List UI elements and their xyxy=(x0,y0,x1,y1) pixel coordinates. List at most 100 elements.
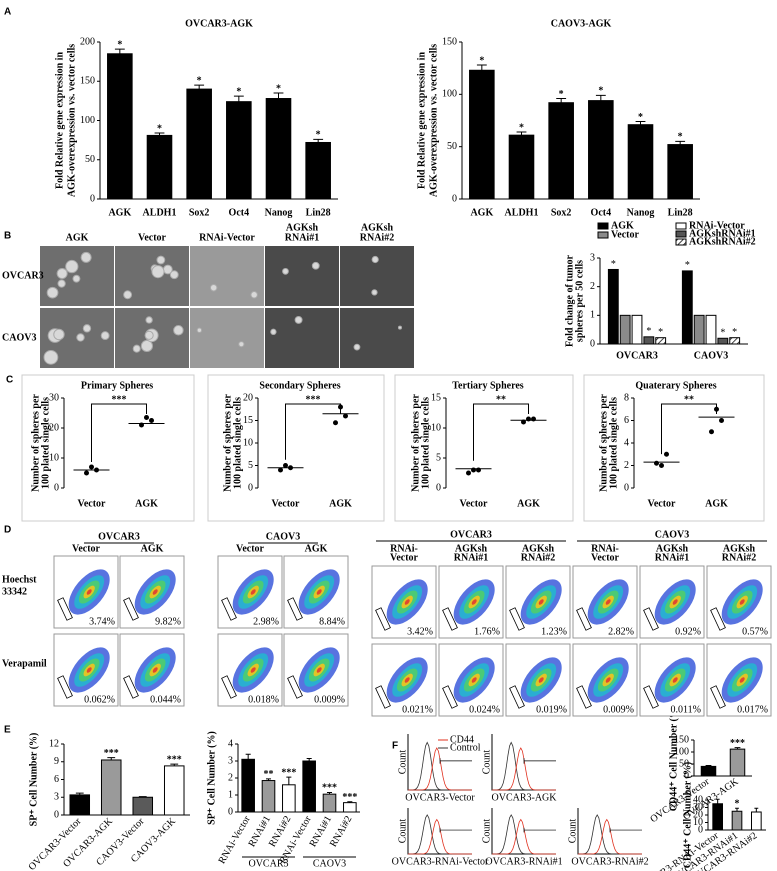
y-tick-label: 150 xyxy=(80,76,95,87)
x-tick-label: AGK xyxy=(517,498,540,509)
y-axis-label: Fold Relative gene expression in xyxy=(416,52,427,189)
y-tick-label: 0 xyxy=(90,193,95,204)
column-label: AGK xyxy=(141,543,164,554)
y-tick-label: 0 xyxy=(698,824,703,835)
data-point xyxy=(84,470,89,476)
gate-percentage: 2.82% xyxy=(608,626,634,637)
significance: *** xyxy=(167,754,182,765)
bar xyxy=(508,134,535,200)
y-axis-label: Count xyxy=(567,819,578,844)
column-label: AGKsh xyxy=(286,222,319,233)
flow-density xyxy=(739,677,745,683)
y-tick-label: 30 xyxy=(693,802,703,813)
gate-line xyxy=(609,827,642,833)
sphere xyxy=(57,279,66,288)
gate-percentage: 0.018% xyxy=(248,694,279,705)
y-tick-label: 5 xyxy=(436,452,441,463)
error-bar xyxy=(286,776,292,785)
data-point xyxy=(664,451,669,457)
y-tick-label: 9 xyxy=(54,756,59,767)
significance: * xyxy=(316,130,321,141)
gate-line xyxy=(523,758,556,764)
y-tick-label: 50 xyxy=(447,141,457,152)
bar xyxy=(107,53,133,200)
sphere xyxy=(76,333,85,342)
bar xyxy=(731,810,743,831)
error-bar xyxy=(595,94,606,101)
y-tick-label: 0 xyxy=(54,809,59,820)
y-tick-label: 3 xyxy=(590,252,595,263)
panel-label: F xyxy=(392,741,398,752)
gate-percentage: 0.009% xyxy=(603,704,634,715)
gate xyxy=(287,675,303,699)
y-tick-label: 0 xyxy=(436,482,441,493)
legend-swatch xyxy=(597,231,609,239)
y-axis-label: CD44⁺ Cell Number (%) xyxy=(668,705,679,811)
significance: * xyxy=(611,259,616,270)
cd44-curve xyxy=(408,818,472,855)
column-label: Vector xyxy=(390,552,419,563)
bar xyxy=(667,144,693,200)
significance: * xyxy=(678,132,683,143)
data-point xyxy=(659,463,664,468)
x-tick-label: Vector xyxy=(460,498,489,509)
significance-bracket xyxy=(473,403,529,461)
gate-percentage: 9.82% xyxy=(155,616,181,627)
y-tick-label: 3 xyxy=(228,755,233,766)
y-axis-label: 100 plated single cells xyxy=(420,397,431,489)
chart-title: Quaterary Spheres xyxy=(635,380,716,391)
sphere xyxy=(311,261,320,270)
bar xyxy=(261,780,276,813)
x-tick-label: AGK xyxy=(135,498,158,509)
sphere xyxy=(371,255,379,264)
bar xyxy=(643,336,655,345)
panel-label: E xyxy=(4,725,11,736)
legend-label: Vector xyxy=(611,229,640,240)
error-bar xyxy=(245,753,251,760)
column-label: AGKsh xyxy=(361,222,394,233)
y-axis-label: Fold Relative gene expression in xyxy=(54,52,65,189)
y-axis-label: Count xyxy=(397,819,408,844)
gate xyxy=(710,607,726,631)
bar xyxy=(302,760,316,813)
column-label: AGKsh xyxy=(522,543,555,554)
y-tick-label: 10 xyxy=(431,422,441,433)
y-axis-label: Number of spheres per xyxy=(222,394,233,492)
gate xyxy=(57,675,73,699)
y-tick-label: 150 xyxy=(674,734,689,745)
gate-percentage: 0.009% xyxy=(314,694,345,705)
significance: *** xyxy=(730,738,745,749)
y-tick-label: 15 xyxy=(243,415,253,426)
bar xyxy=(186,88,212,200)
gate xyxy=(643,607,659,631)
x-tick-label: Nanog xyxy=(265,207,293,218)
gate xyxy=(57,597,73,621)
sphere xyxy=(132,344,141,353)
x-tick-label: Oct4 xyxy=(591,207,612,218)
x-tick-label: ALDH1 xyxy=(143,207,177,218)
gate xyxy=(442,685,458,709)
x-tick-label: Vector xyxy=(272,498,301,509)
significance: * xyxy=(735,799,740,810)
column-label: AGKsh xyxy=(455,543,488,554)
y-tick-label: 0 xyxy=(684,770,689,781)
control-curve xyxy=(578,814,642,855)
chart-title: Tertiary Spheres xyxy=(452,380,523,391)
flow-density xyxy=(316,589,322,595)
error-bar xyxy=(715,798,720,804)
group-label: CAOV3 xyxy=(313,858,346,869)
column-label: AGK xyxy=(305,543,328,554)
y-axis-label: AGK-overexpression vs. vector cells xyxy=(428,44,439,197)
y-tick-label: 3 xyxy=(54,792,59,803)
bar xyxy=(700,765,717,777)
significance: * xyxy=(197,75,202,86)
bar xyxy=(693,314,705,345)
y-axis-label: Count xyxy=(481,819,492,844)
significance: * xyxy=(720,328,725,339)
sphere xyxy=(169,270,179,280)
chart-title: Primary Spheres xyxy=(81,380,153,391)
significance: ** xyxy=(684,394,694,405)
y-axis-label: Number of spheres per xyxy=(30,394,41,492)
gate-percentage: 3.42% xyxy=(407,626,433,637)
flow-density xyxy=(152,667,158,673)
